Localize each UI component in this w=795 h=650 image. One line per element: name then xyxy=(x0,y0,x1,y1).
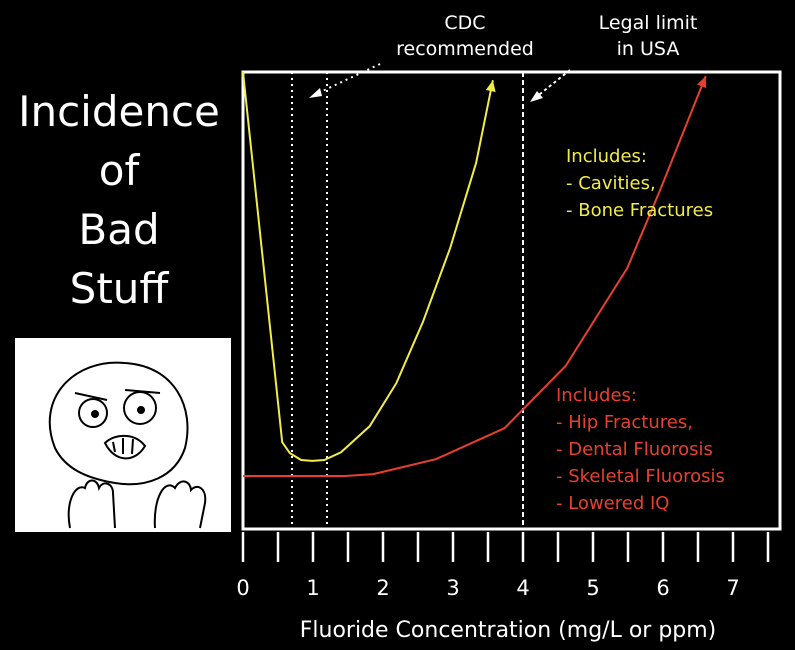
x-tick-label: 0 xyxy=(236,576,249,600)
rage-face-image xyxy=(15,338,231,532)
x-tick-label: 6 xyxy=(656,576,669,600)
yellow-curve-legend: Includes: - Cavities, - Bone Fractures xyxy=(566,143,713,224)
legend-line: - Bone Fractures xyxy=(566,200,714,221)
legal-line: in USA xyxy=(616,38,680,60)
series-arrowhead xyxy=(696,76,707,89)
red-curve-legend: Includes: - Hip Fractures, - Dental Fluo… xyxy=(556,382,725,517)
legal-annotation: Legal limit in USA xyxy=(578,10,718,62)
y-label-line: of xyxy=(98,146,140,195)
legend-line: Includes: xyxy=(566,146,647,167)
legal-pointer-arrow xyxy=(534,69,571,99)
x-tick-label: 5 xyxy=(586,576,599,600)
x-tick-label: 2 xyxy=(376,576,389,600)
x-axis-title: Fluoride Concentration (mg/L or ppm) xyxy=(300,618,717,643)
y-label-line: Stuff xyxy=(69,264,169,313)
x-tick-label: 1 xyxy=(306,576,319,600)
cdc-arrowhead xyxy=(309,88,322,98)
plot-frame xyxy=(241,70,782,531)
y-label-line: Bad xyxy=(78,205,160,254)
cdc-line: recommended xyxy=(396,38,534,60)
y-label-line: Incidence xyxy=(18,87,220,136)
legend-line: - Cavities, xyxy=(566,173,656,194)
legal-arrowhead xyxy=(530,91,543,102)
cdc-pointer-arrow xyxy=(313,63,381,96)
cdc-line: CDC xyxy=(444,12,486,34)
cdc-annotation: CDC recommended xyxy=(390,10,540,62)
x-tick-label: 3 xyxy=(446,576,459,600)
x-tick-label: 7 xyxy=(726,576,739,600)
series-line-0 xyxy=(242,71,494,462)
legal-line: Legal limit xyxy=(598,12,698,34)
legend-line: - Skeletal Fluorosis xyxy=(556,466,725,487)
series-arrowhead xyxy=(485,80,496,93)
legend-line: Includes: xyxy=(556,385,637,406)
legend-line: - Dental Fluorosis xyxy=(556,439,713,460)
y-axis-label: Incidence of Bad Stuff xyxy=(0,82,238,318)
x-tick-label: 4 xyxy=(516,576,529,600)
legend-line: - Hip Fractures, xyxy=(556,412,693,433)
legend-line: - Lowered IQ xyxy=(556,493,670,514)
